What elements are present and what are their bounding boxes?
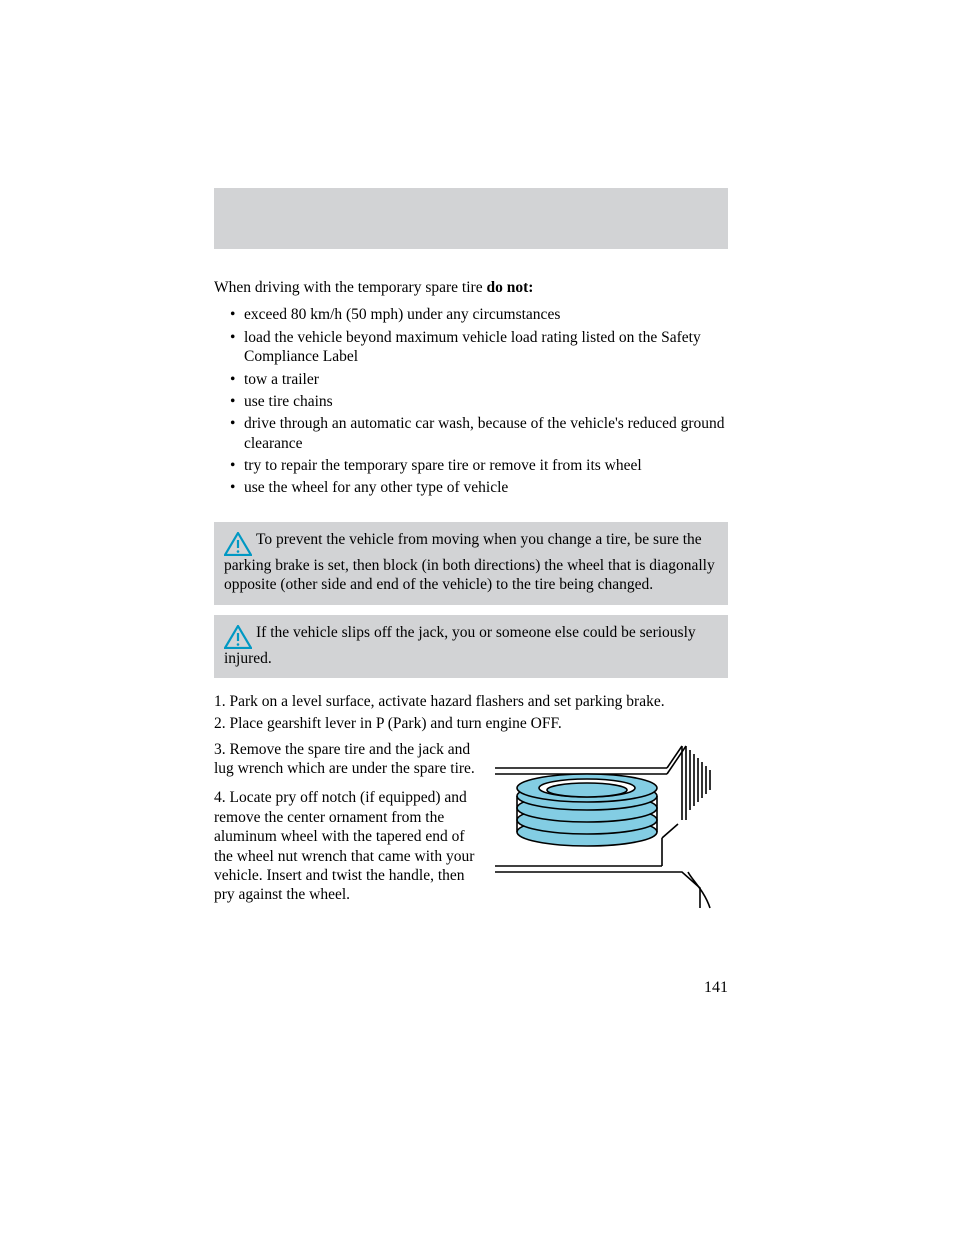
bullet-item: use tire chains	[230, 392, 728, 411]
bullet-item: exceed 80 km/h (50 mph) under any circum…	[230, 305, 728, 324]
warning-text-content: If the vehicle slips off the jack, you o…	[224, 624, 696, 667]
steps-list: 1. Park on a level surface, activate haz…	[214, 692, 728, 734]
warning-triangle-icon	[224, 625, 252, 649]
page: When driving with the temporary spare ti…	[0, 0, 954, 1235]
body-content: When driving with the temporary spare ti…	[214, 278, 728, 915]
header-banner	[214, 188, 728, 249]
bullet-item: use the wheel for any other type of vehi…	[230, 478, 728, 497]
bullet-item: load the vehicle beyond maximum vehicle …	[230, 328, 728, 367]
intro-bold: do not:	[486, 279, 533, 296]
warning-text: If the vehicle slips off the jack, you o…	[224, 623, 718, 668]
bullet-item: tow a trailer	[230, 370, 728, 389]
bullet-item: try to repair the temporary spare tire o…	[230, 456, 728, 475]
intro-line: When driving with the temporary spare ti…	[214, 278, 728, 297]
illustration-col	[492, 740, 728, 915]
step-2: 2. Place gearshift lever in P (Park) and…	[214, 714, 728, 733]
two-column-row: 3. Remove the spare tire and the jack an…	[214, 740, 728, 915]
warning-triangle-icon	[224, 532, 252, 556]
do-not-list: exceed 80 km/h (50 mph) under any circum…	[214, 305, 728, 497]
step-1: 1. Park on a level surface, activate haz…	[214, 692, 728, 711]
warning-box-2: If the vehicle slips off the jack, you o…	[214, 615, 728, 678]
steps-left-col: 3. Remove the spare tire and the jack an…	[214, 740, 476, 915]
warning-text-content: To prevent the vehicle from moving when …	[224, 531, 715, 593]
warning-text: To prevent the vehicle from moving when …	[224, 530, 718, 595]
spare-tire-illustration	[492, 740, 722, 910]
bullet-item: drive through an automatic car wash, bec…	[230, 414, 728, 453]
intro-prefix: When driving with the temporary spare ti…	[214, 279, 486, 296]
step-3: 3. Remove the spare tire and the jack an…	[214, 740, 476, 779]
step-4: 4. Locate pry off notch (if equipped) an…	[214, 788, 476, 904]
warning-box-1: To prevent the vehicle from moving when …	[214, 522, 728, 605]
page-number: 141	[704, 979, 728, 997]
